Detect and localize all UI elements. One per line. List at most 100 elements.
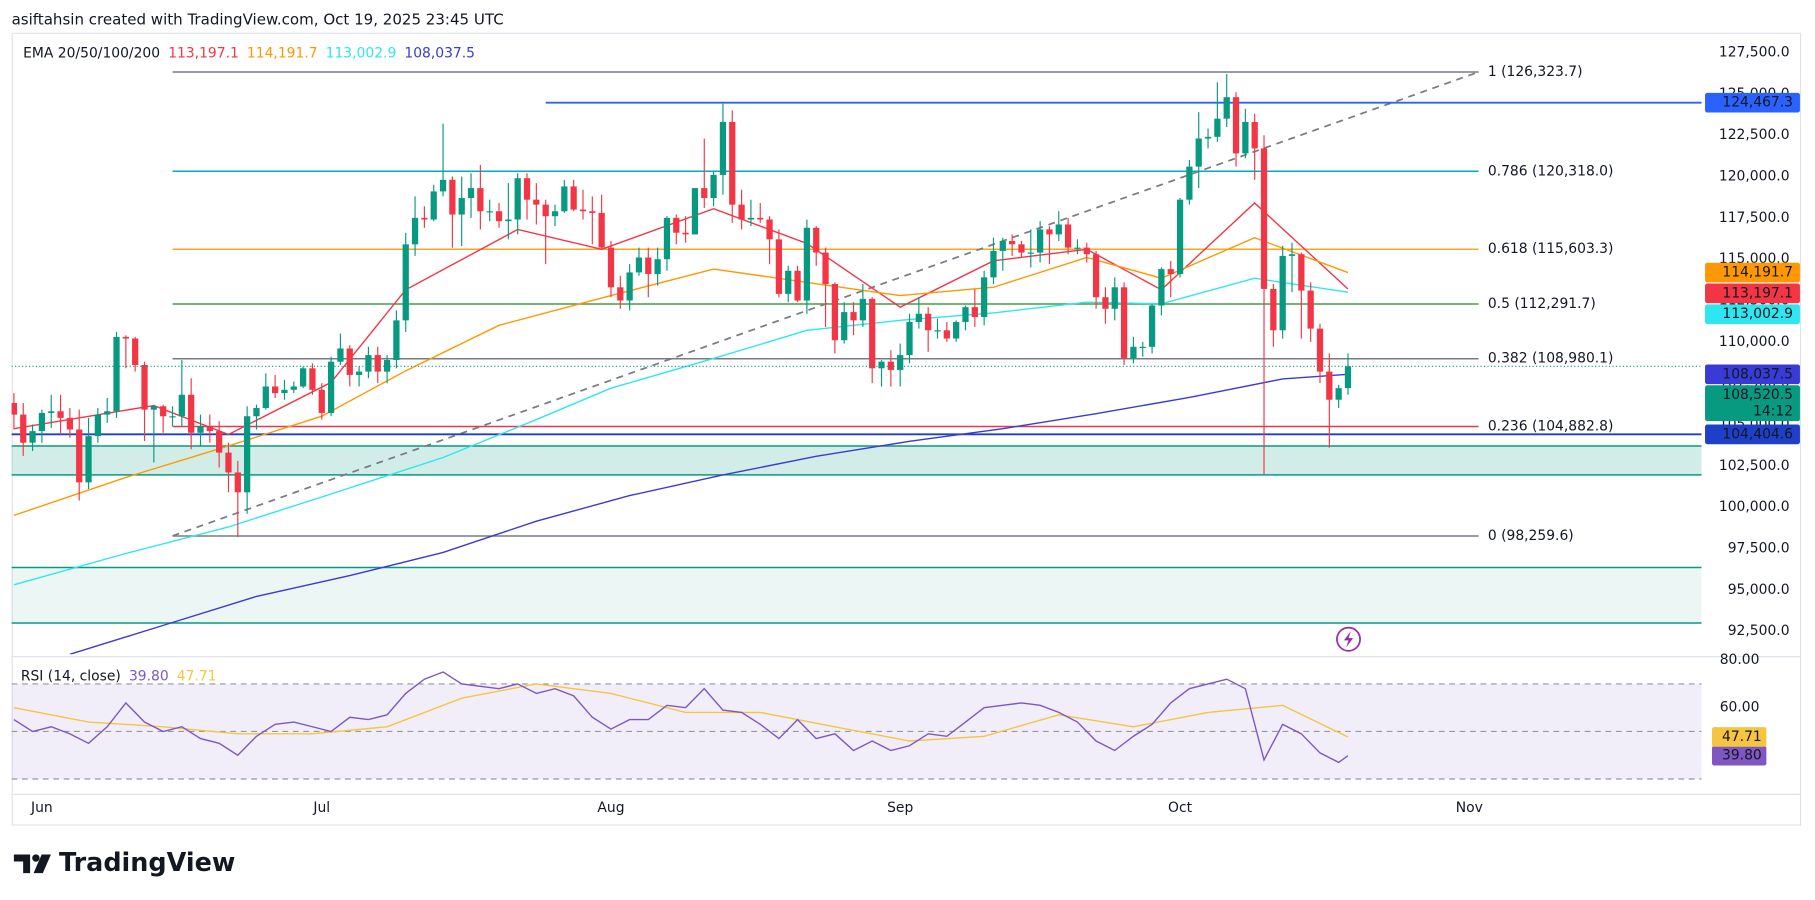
candle-body (915, 313, 922, 323)
candle-body (309, 368, 316, 390)
candle-body (729, 121, 736, 205)
candle-body (794, 270, 801, 301)
candle-body (1186, 166, 1193, 200)
y-tick-label: 95,000.0 (1728, 582, 1790, 598)
candle-body (1018, 244, 1025, 253)
candle-body (1009, 241, 1016, 245)
candle-body (710, 174, 717, 199)
candle-body (971, 307, 978, 318)
y-tick-label: 117,500.0 (1719, 210, 1790, 226)
candle-body (589, 211, 596, 213)
candle-body (925, 313, 932, 331)
candle-body (1242, 121, 1249, 154)
candle-body (1335, 388, 1342, 400)
candle-body (999, 241, 1006, 251)
candle-body (514, 178, 521, 220)
candle-body (234, 472, 241, 493)
candle-body (1074, 247, 1081, 249)
rsi-legend: RSI (14, close) 39.80 47.71 (21, 668, 217, 684)
axes: 92,500.0 95,000.0 97,500.0 100,000.0 102,500… (30, 45, 1800, 816)
candle-body (355, 371, 363, 375)
candle-body (673, 217, 680, 233)
candle-body (272, 386, 279, 394)
candle-body (635, 257, 643, 273)
rsi-line (13, 671, 1349, 764)
candle-body (225, 452, 232, 473)
candle-body (132, 338, 139, 365)
candle-body (757, 217, 764, 220)
candle-body (299, 368, 307, 387)
overlay: 1 (126,323.7) 0.786 (120,318.0) 0.618 (115… (21, 46, 1614, 685)
candle-body (1223, 97, 1230, 119)
candle-body (859, 298, 866, 321)
candle-body (1064, 224, 1072, 248)
legend-title: EMA 20/50/100/200 (23, 46, 160, 62)
candle-body (766, 219, 773, 240)
candle-body (953, 322, 960, 339)
candle-body (1083, 247, 1090, 255)
fib-label: 0 (98,259.6) (1488, 528, 1574, 544)
candle-body (1139, 346, 1146, 348)
price-box-label: 124,467.3 (1722, 95, 1793, 111)
candle-body (141, 364, 148, 410)
legend-value: 113,197.1 (168, 46, 239, 62)
y-tick-label: 100,000.0 (1719, 499, 1790, 515)
candle-body (803, 227, 811, 301)
candle-body (1251, 121, 1258, 149)
value-box (1711, 745, 1767, 766)
candle-body (738, 204, 745, 220)
candle-body (542, 204, 549, 217)
candle-body (57, 411, 64, 418)
candle-body (1158, 269, 1165, 306)
candle-body (439, 179, 447, 192)
zone (11, 446, 1702, 475)
candle-body (76, 429, 83, 483)
price-box-label: 14:12 (1753, 403, 1793, 419)
candle-body (216, 431, 223, 453)
fib-label: 1 (126,323.7) (1488, 64, 1583, 80)
price-box-label: 104,404.6 (1722, 426, 1793, 442)
candle-body (719, 121, 727, 175)
legend-value: 113,002.9 (326, 46, 397, 62)
ema-line (69, 373, 1348, 655)
candle-body (645, 257, 652, 275)
candle-body (11, 403, 18, 415)
candle-body (160, 406, 167, 417)
candle-body (850, 312, 857, 321)
price-box-label: 113,002.9 (1722, 306, 1793, 322)
ema-line (13, 202, 1349, 436)
candle-body (169, 416, 176, 418)
candle-body (1195, 138, 1202, 167)
rsi-line (13, 683, 1349, 742)
candle-body (253, 407, 260, 417)
candle-body (244, 416, 251, 493)
candle-body (411, 217, 419, 245)
candle-body (206, 426, 213, 432)
candle-body (1214, 118, 1221, 137)
candle-body (1130, 346, 1137, 359)
x-tick-label: Jun (30, 800, 53, 816)
candle-body (570, 186, 577, 210)
candle-body (1326, 371, 1333, 400)
candle-body (551, 211, 559, 217)
rsi-pane (11, 671, 1702, 780)
candle-body (458, 198, 465, 215)
candle-body (878, 361, 885, 369)
price-box (1705, 304, 1800, 325)
legend-value: 108,037.5 (404, 46, 475, 62)
y-tick-label: 60.00 (1720, 700, 1760, 716)
candle-body (981, 277, 988, 318)
candle-body (337, 348, 344, 362)
candle-body (897, 355, 904, 370)
x-tick-label: Jul (312, 800, 330, 816)
candle-body (654, 259, 661, 275)
candle-body (66, 417, 74, 430)
candle-body (38, 412, 46, 432)
header-text: asiftahsin created with TradingView.com,… (12, 10, 504, 28)
alert-icon[interactable] (1336, 626, 1361, 652)
candle-body (374, 355, 381, 372)
candle-body (1120, 287, 1128, 359)
candle-body (1176, 199, 1184, 275)
candle-body (486, 211, 493, 213)
